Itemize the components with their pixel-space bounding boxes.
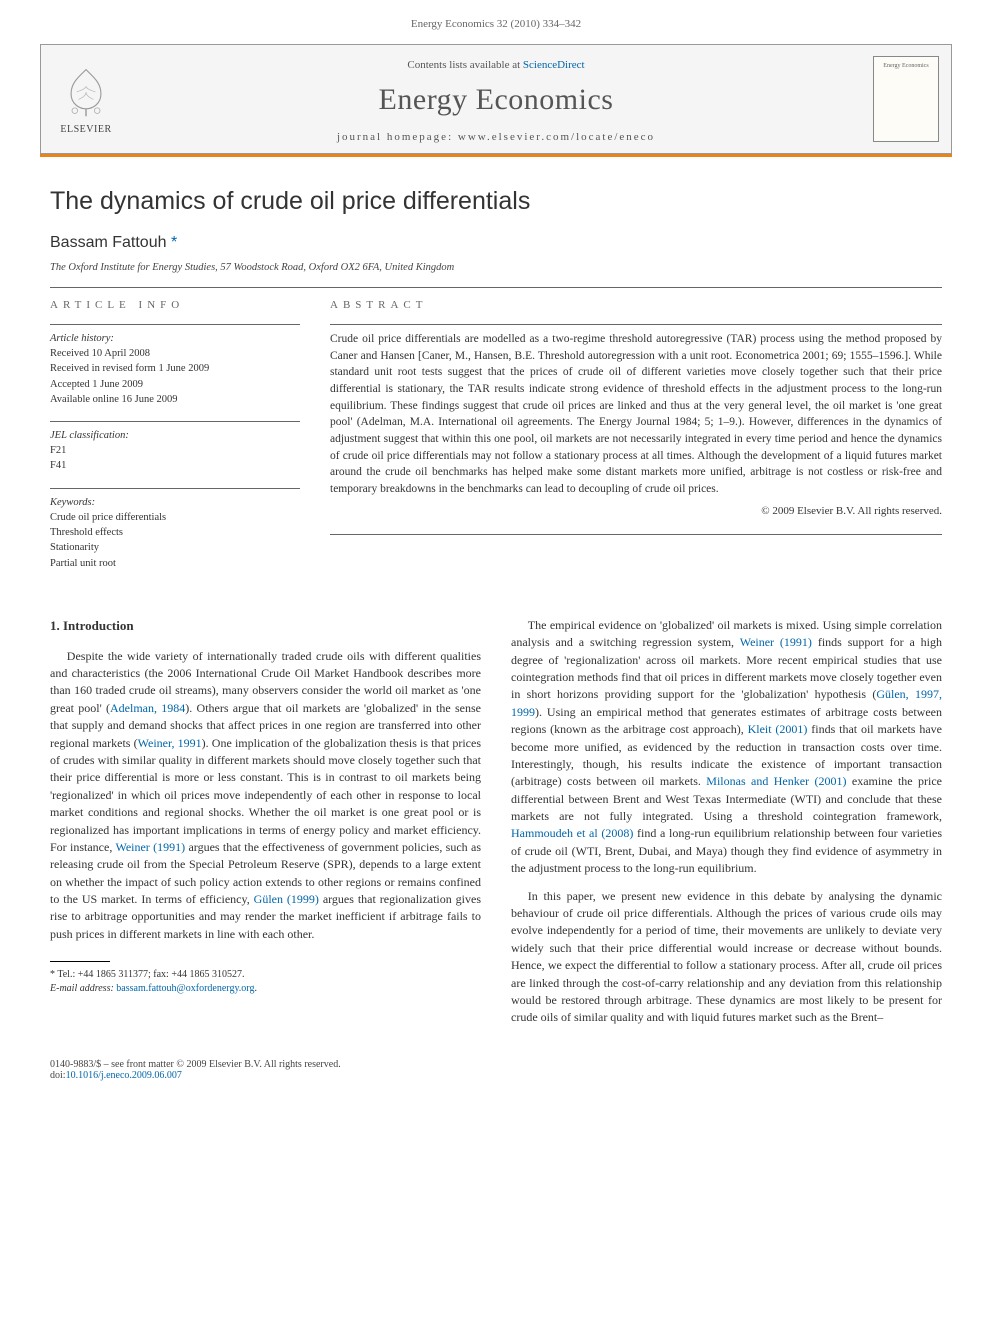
corresponding-author-mark[interactable]: * <box>171 234 177 251</box>
abstract-column: ABSTRACT Crude oil price differentials a… <box>330 298 942 585</box>
keyword: Stationarity <box>50 540 300 555</box>
elsevier-tree-icon <box>58 64 114 120</box>
corresponding-footnote: * Tel.: +44 1865 311377; fax: +44 1865 3… <box>50 968 481 996</box>
journal-name: Energy Economics <box>141 83 851 117</box>
abstract-text: Crude oil price differentials are modell… <box>330 331 942 498</box>
accepted-date: Accepted 1 June 2009 <box>50 377 300 392</box>
homepage-url: www.elsevier.com/locate/eneco <box>458 131 655 143</box>
keywords-label: Keywords: <box>50 495 300 510</box>
publisher-name: ELSEVIER <box>47 124 125 135</box>
article-front-matter: The dynamics of crude oil price differen… <box>0 157 992 595</box>
divider <box>330 324 942 325</box>
journal-cover-icon: Energy Economics <box>873 56 939 142</box>
section-heading: 1. Introduction <box>50 617 481 636</box>
body-paragraph: The empirical evidence on 'globalized' o… <box>511 617 942 878</box>
divider <box>330 534 942 535</box>
email-suffix: . <box>254 983 257 994</box>
citation-link[interactable]: Adelman, 1984 <box>110 701 185 715</box>
issn-line: 0140-9883/$ – see front matter © 2009 El… <box>50 1059 942 1070</box>
received-date: Received 10 April 2008 <box>50 346 300 361</box>
keyword: Threshold effects <box>50 525 300 540</box>
tel-value: +44 1865 311377; fax: +44 1865 310527. <box>78 969 245 980</box>
footnote-separator <box>50 961 110 962</box>
cover-block: Energy Economics <box>861 45 951 153</box>
online-date: Available online 16 June 2009 <box>50 392 300 407</box>
jel-code: F41 <box>50 458 300 473</box>
homepage-line: journal homepage: www.elsevier.com/locat… <box>141 131 851 143</box>
history-label: Article history: <box>50 331 300 346</box>
article-history-block: Article history: Received 10 April 2008 … <box>50 331 300 407</box>
divider <box>50 421 300 422</box>
homepage-prefix: journal homepage: <box>337 131 458 143</box>
body-paragraph: In this paper, we present new evidence i… <box>511 888 942 1027</box>
citation-link[interactable]: Kleit (2001) <box>748 722 808 736</box>
jel-block: JEL classification: F21 F41 <box>50 428 300 474</box>
keywords-block: Keywords: Crude oil price differentials … <box>50 495 300 571</box>
citation-link[interactable]: Milonas and Henker (2001) <box>706 774 846 788</box>
page-footer: 0140-9883/$ – see front matter © 2009 El… <box>0 1047 992 1111</box>
affiliation: The Oxford Institute for Energy Studies,… <box>50 262 942 273</box>
tel-label: * Tel.: <box>50 969 78 980</box>
citation-link[interactable]: Weiner (1991) <box>740 635 812 649</box>
article-info-label: ARTICLE INFO <box>50 298 300 314</box>
body-text: 1. Introduction Despite the wide variety… <box>0 595 992 1047</box>
doi-label: doi: <box>50 1070 66 1081</box>
text-run: ). One implication of the globalization … <box>50 736 481 854</box>
body-column-right: The empirical evidence on 'globalized' o… <box>511 617 942 1037</box>
abstract-label: ABSTRACT <box>330 298 942 314</box>
body-column-left: 1. Introduction Despite the wide variety… <box>50 617 481 1037</box>
sciencedirect-link[interactable]: ScienceDirect <box>523 59 585 71</box>
publisher-logo-block: ELSEVIER <box>41 45 131 153</box>
divider <box>50 324 300 325</box>
author-line: Bassam Fattouh * <box>50 234 942 252</box>
jel-code: F21 <box>50 443 300 458</box>
citation-link[interactable]: Weiner (1991) <box>115 840 185 854</box>
citation-link[interactable]: Gülen (1999) <box>254 892 319 906</box>
divider <box>50 287 942 288</box>
email-label: E-mail address: <box>50 983 116 994</box>
keyword: Crude oil price differentials <box>50 510 300 525</box>
banner-center: Contents lists available at ScienceDirec… <box>131 45 861 153</box>
citation-link[interactable]: Weiner, 1991 <box>138 736 202 750</box>
divider <box>50 488 300 489</box>
article-info-column: ARTICLE INFO Article history: Received 1… <box>50 298 300 585</box>
body-paragraph: Despite the wide variety of internationa… <box>50 648 481 944</box>
cover-title: Energy Economics <box>874 57 938 70</box>
info-abstract-row: ARTICLE INFO Article history: Received 1… <box>50 298 942 585</box>
article-title: The dynamics of crude oil price differen… <box>50 187 942 216</box>
doi-line: doi:10.1016/j.eneco.2009.06.007 <box>50 1070 942 1081</box>
running-header: Energy Economics 32 (2010) 334–342 <box>0 0 992 36</box>
abstract-copyright: © 2009 Elsevier B.V. All rights reserved… <box>330 504 942 520</box>
citation-link[interactable]: Hammoudeh et al (2008) <box>511 826 633 840</box>
email-link[interactable]: bassam.fattouh@oxfordenergy.org <box>116 983 254 994</box>
contents-line: Contents lists available at ScienceDirec… <box>141 59 851 71</box>
keyword: Partial unit root <box>50 556 300 571</box>
jel-label: JEL classification: <box>50 428 300 443</box>
author-name: Bassam Fattouh <box>50 234 167 251</box>
contents-prefix: Contents lists available at <box>407 59 522 71</box>
journal-banner: ELSEVIER Contents lists available at Sci… <box>40 44 952 154</box>
doi-link[interactable]: 10.1016/j.eneco.2009.06.007 <box>66 1070 182 1081</box>
revised-date: Received in revised form 1 June 2009 <box>50 361 300 376</box>
